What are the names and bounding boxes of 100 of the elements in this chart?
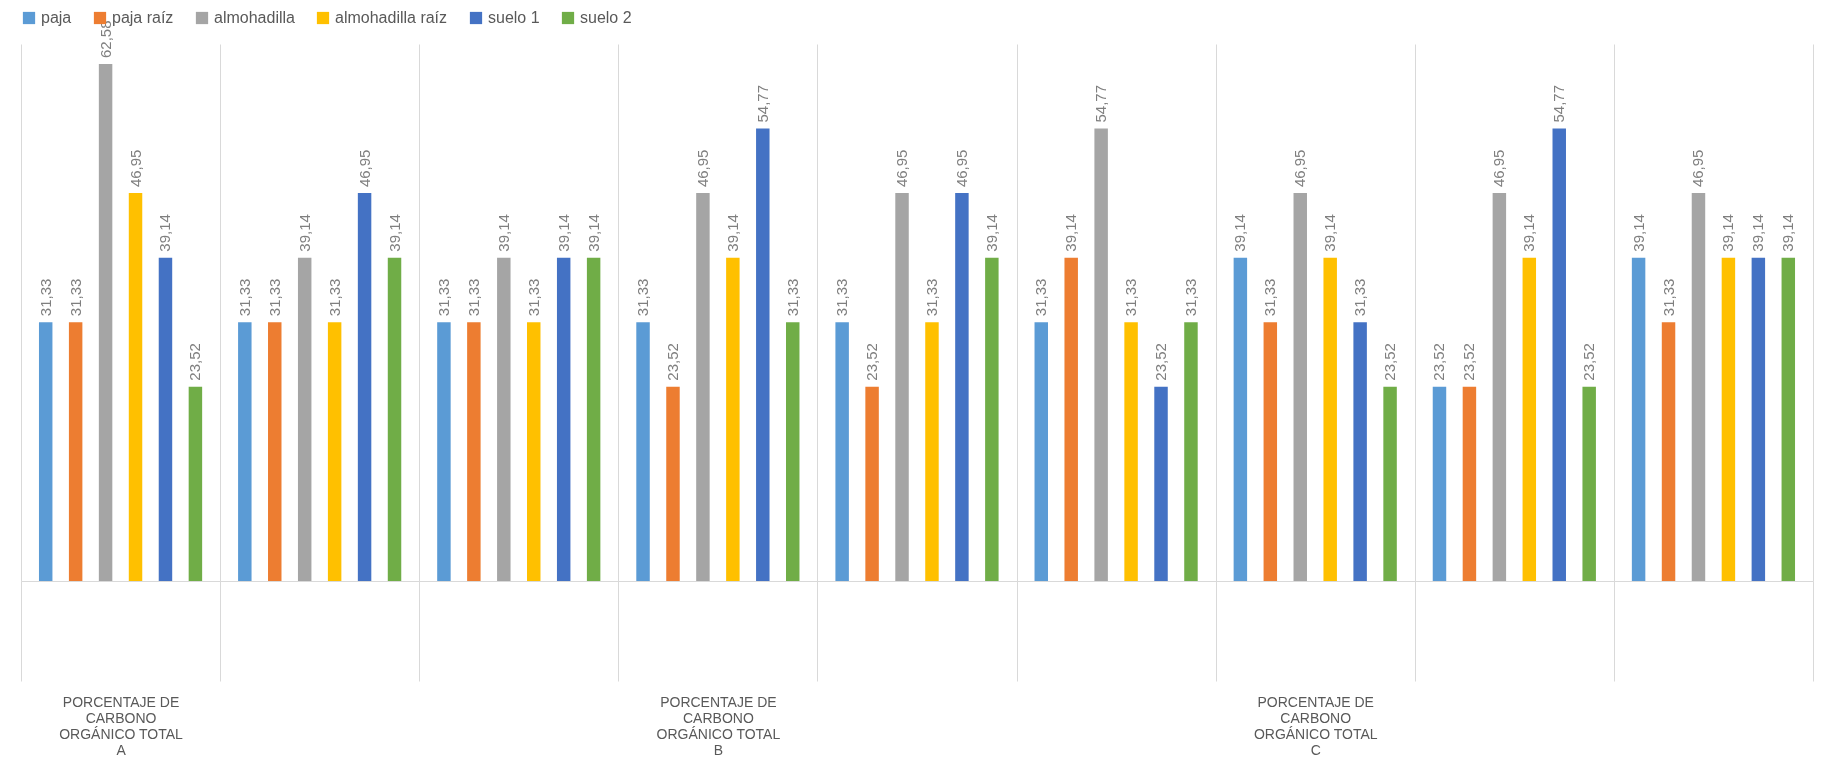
bar <box>38 322 53 581</box>
bar <box>925 322 939 581</box>
data-label: 39,14 <box>1520 214 1538 252</box>
data-label: 39,14 <box>295 214 313 252</box>
data-label: 31,33 <box>634 278 652 317</box>
bar <box>1184 322 1198 581</box>
bar <box>467 322 481 581</box>
bar <box>666 386 680 581</box>
data-label: 39,14 <box>1719 214 1737 252</box>
data-label: 46,95 <box>355 149 373 188</box>
bar <box>895 193 909 581</box>
data-label: 39,14 <box>1231 214 1249 252</box>
bar <box>497 257 511 581</box>
data-label: 39,14 <box>156 214 174 252</box>
data-label: 31,33 <box>265 278 283 317</box>
bar <box>128 193 143 581</box>
data-label: 39,14 <box>1749 214 1767 252</box>
bar <box>1034 322 1048 581</box>
bar <box>696 193 710 581</box>
data-label: 31,33 <box>36 278 54 317</box>
data-label: 23,52 <box>863 343 881 381</box>
bar <box>68 322 83 581</box>
data-label: 39,14 <box>982 214 1000 252</box>
data-label: 31,33 <box>464 278 482 317</box>
data-label: 31,33 <box>66 278 84 317</box>
bar <box>865 386 879 581</box>
bar <box>835 322 849 581</box>
bar <box>1721 257 1736 581</box>
bar <box>387 257 402 581</box>
bar <box>238 322 252 581</box>
data-label: 46,95 <box>126 149 144 188</box>
data-label: 39,14 <box>1321 214 1339 252</box>
bar <box>985 257 999 581</box>
bar <box>756 128 770 581</box>
bar <box>1293 193 1307 581</box>
data-label: 31,33 <box>235 278 253 317</box>
data-label: 46,95 <box>1689 149 1707 188</box>
data-label: 46,95 <box>1490 149 1508 188</box>
data-label: 31,33 <box>325 278 343 317</box>
legend-label: paja raíz <box>112 9 174 26</box>
bar <box>1263 322 1278 581</box>
data-label: 46,95 <box>1291 149 1309 188</box>
data-label: 39,14 <box>494 214 512 252</box>
bar <box>1094 128 1108 581</box>
bar <box>268 322 282 581</box>
bar <box>1492 193 1507 581</box>
bar <box>726 257 740 581</box>
data-label: 23,52 <box>663 343 681 381</box>
data-label: 31,33 <box>922 278 940 317</box>
bar <box>1233 257 1248 581</box>
data-label: 31,33 <box>833 278 851 317</box>
legend-label: suelo 1 <box>488 9 540 26</box>
bar <box>1323 257 1337 581</box>
bar <box>437 322 451 581</box>
data-label: 31,33 <box>1261 278 1279 317</box>
bar <box>158 257 173 581</box>
bar <box>636 322 650 581</box>
data-label: 46,95 <box>893 149 911 188</box>
data-label: 31,33 <box>1122 278 1140 317</box>
data-label: 31,33 <box>1351 278 1369 317</box>
bar <box>1781 257 1796 581</box>
bar <box>1353 322 1367 581</box>
data-label: 39,14 <box>385 214 403 252</box>
data-label: 54,77 <box>1092 84 1110 123</box>
bar <box>1582 386 1596 581</box>
data-label: 39,14 <box>723 214 741 252</box>
data-label: 31,33 <box>1659 278 1677 317</box>
bar <box>527 322 541 581</box>
data-label: 23,52 <box>1152 343 1170 381</box>
legend-label: almohadilla <box>214 9 296 26</box>
bar <box>1691 193 1706 581</box>
data-label: 39,14 <box>554 214 572 252</box>
data-label: 39,14 <box>1779 214 1797 252</box>
bar <box>1432 386 1447 581</box>
x-tick-label: PORCENTAJE DE CARBONO ORGÁNICO TOTAL A <box>59 693 184 758</box>
bar <box>1383 386 1397 581</box>
legend-label: almohadilla raíz <box>335 9 448 26</box>
data-label: 46,95 <box>693 149 711 188</box>
bar <box>1631 257 1646 581</box>
data-label: 39,14 <box>1062 214 1080 252</box>
data-label: 31,33 <box>1181 278 1199 317</box>
bar <box>1154 386 1168 581</box>
bar <box>1064 257 1078 581</box>
data-label: 39,14 <box>1629 214 1647 252</box>
data-label: 54,77 <box>1550 84 1568 123</box>
bar <box>1661 322 1676 581</box>
data-label: 23,52 <box>1430 343 1448 381</box>
bar <box>1124 322 1138 581</box>
bar <box>1552 128 1566 581</box>
bar <box>586 257 601 581</box>
bar <box>786 322 800 581</box>
bar <box>955 193 969 581</box>
bar <box>556 257 571 581</box>
data-label: 31,33 <box>434 278 452 317</box>
bar <box>188 386 203 581</box>
legend-label: suelo 2 <box>580 9 632 26</box>
bar <box>1462 386 1477 581</box>
data-label: 31,33 <box>1032 278 1050 317</box>
data-label: 23,52 <box>1580 343 1598 381</box>
data-label: 23,52 <box>1381 343 1399 381</box>
